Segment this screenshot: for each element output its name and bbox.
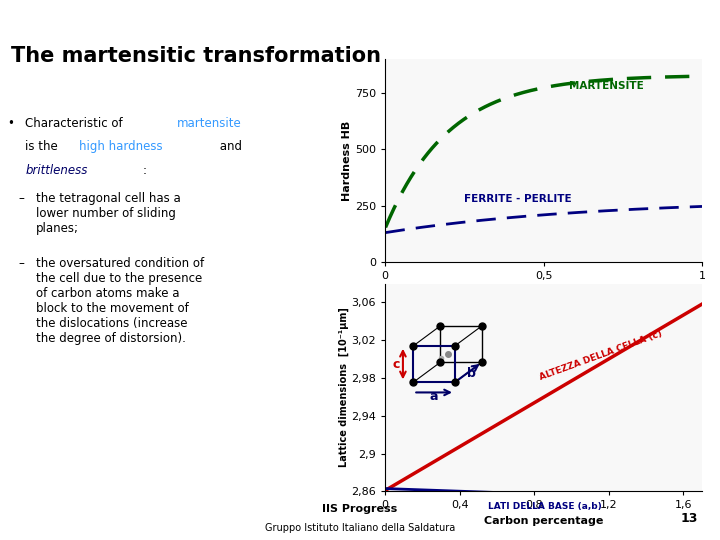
- Text: MARTENSITE: MARTENSITE: [569, 80, 644, 91]
- X-axis label: Carbon percentage: Carbon percentage: [484, 287, 603, 296]
- Text: high hardness: high hardness: [79, 140, 163, 153]
- Text: •: •: [7, 117, 14, 130]
- Text: IIS Progress: IIS Progress: [323, 504, 397, 514]
- Text: The martensitic transformation: The martensitic transformation: [11, 46, 381, 66]
- Text: brittleness: brittleness: [25, 164, 88, 177]
- Text: Characteristic of: Characteristic of: [25, 117, 127, 130]
- Text: martensite: martensite: [176, 117, 241, 130]
- Text: the tetragonal cell has a
lower number of sliding
planes;: the tetragonal cell has a lower number o…: [36, 192, 181, 235]
- Text: and: and: [216, 140, 242, 153]
- Text: 13: 13: [681, 512, 698, 525]
- Text: :: :: [143, 164, 146, 177]
- Text: LATI DELLA BASE (a,b): LATI DELLA BASE (a,b): [487, 502, 601, 511]
- Text: –: –: [18, 257, 24, 270]
- Text: is the: is the: [25, 140, 62, 153]
- Text: the oversatured condition of
the cell due to the presence
of carbon atoms make a: the oversatured condition of the cell du…: [36, 257, 204, 345]
- Text: –: –: [18, 192, 24, 205]
- X-axis label: Carbon percentage: Carbon percentage: [484, 516, 603, 526]
- Y-axis label: Hardness HB: Hardness HB: [342, 120, 352, 201]
- Text: Metallurgy of the welded joint: Metallurgy of the welded joint: [7, 10, 208, 23]
- Text: Gruppo Istituto Italiano della Saldatura: Gruppo Istituto Italiano della Saldatura: [265, 523, 455, 533]
- Text: ALTEZZA DELLA CELLA (c): ALTEZZA DELLA CELLA (c): [538, 329, 663, 382]
- Text: FERRITE - PERLITE: FERRITE - PERLITE: [464, 194, 572, 204]
- Y-axis label: Lattice dimensions  [10⁻¹μm]: Lattice dimensions [10⁻¹μm]: [338, 307, 348, 468]
